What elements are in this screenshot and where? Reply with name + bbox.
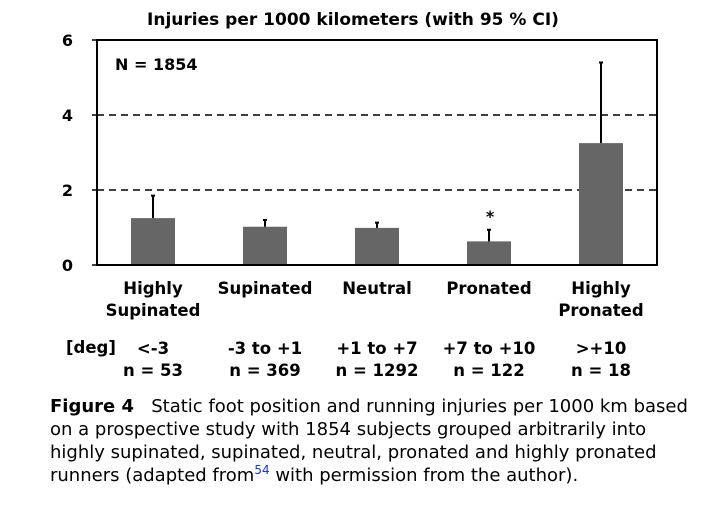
group-size: n = 1292: [335, 361, 419, 380]
y-tick-label: 2: [62, 181, 73, 200]
category-label-line: Neutral: [342, 279, 412, 298]
figure-caption: Figure 4 Static foot position and runnin…: [50, 395, 690, 487]
category-label: Highly Supinated: [83, 278, 223, 322]
deg-range: +7 to +10: [442, 339, 536, 358]
bar: [579, 143, 623, 265]
reference-superscript: 54: [254, 463, 270, 477]
group-column: -3 to +1 n = 369: [205, 338, 325, 382]
group-size: n = 369: [229, 361, 301, 380]
sample-size-annotation: N = 1854: [115, 55, 197, 74]
error-bars: *: [151, 61, 603, 242]
deg-range: <-3: [136, 339, 170, 358]
category-label: Neutral: [307, 278, 447, 300]
bar: [131, 218, 175, 265]
category-label: Supinated: [195, 278, 335, 300]
bar-chart: * 0 2 4 6 N = 1854: [62, 31, 658, 275]
group-size: n = 53: [122, 361, 184, 380]
plot-frame: [96, 39, 658, 266]
y-tick-label: 0: [62, 256, 73, 275]
category-label-line: Pronated: [558, 301, 644, 320]
bars: [131, 143, 623, 265]
group-column: >+10 n = 18: [541, 338, 661, 382]
bar: [467, 241, 511, 265]
deg-range: -3 to +1: [227, 339, 303, 358]
y-tick-label: 4: [62, 106, 73, 125]
gridlines: [97, 114, 657, 191]
group-size: n = 122: [453, 361, 525, 380]
significance-mark: *: [486, 207, 495, 226]
chart-title: Injuries per 1000 kilometers (with 95 % …: [147, 10, 559, 30]
category-label-line: Highly: [123, 279, 183, 298]
y-tick-label: 6: [62, 31, 73, 50]
category-label: Highly Pronated: [531, 278, 671, 322]
y-ticks: 0 2 4 6: [62, 31, 97, 275]
deg-range: +1 to +7: [336, 339, 418, 358]
group-size: n = 18: [570, 361, 632, 380]
group-column: +1 to +7 n = 1292: [317, 338, 437, 382]
deg-range: >+10: [575, 339, 627, 358]
category-label-line: Supinated: [105, 301, 201, 320]
bar: [355, 227, 399, 265]
group-column: +7 to +10 n = 122: [429, 338, 549, 382]
caption-text-end: with permission from the author).: [269, 465, 579, 486]
category-label-line: Supinated: [217, 279, 313, 298]
category-label: Pronated: [419, 278, 559, 300]
deg-row-label: [deg]: [66, 338, 116, 357]
category-label-line: Pronated: [446, 279, 532, 298]
group-column: <-3 n = 53: [93, 338, 213, 382]
category-label-line: Highly: [571, 279, 631, 298]
figure-label: Figure 4: [50, 396, 135, 417]
bar: [243, 226, 287, 265]
caption-text: Static foot position and running injurie…: [50, 396, 688, 486]
